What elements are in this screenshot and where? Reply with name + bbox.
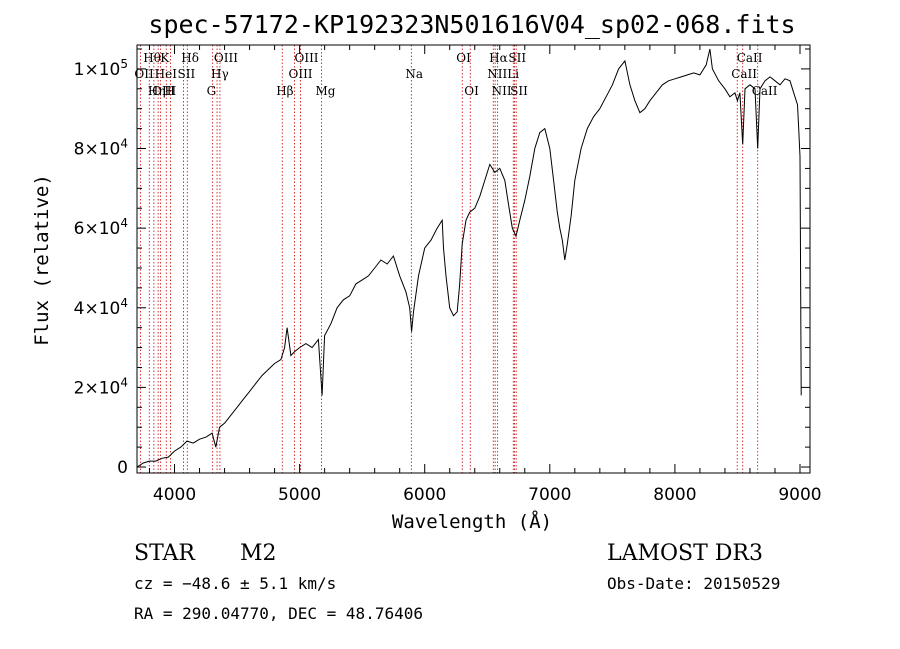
spectral-line-label: Hθ [143,51,161,65]
spectral-line-label: SII [178,67,196,81]
spectral-line-label: OIII [288,67,312,81]
y-tick-label: 1×105 [74,57,128,80]
spectral-line-label: SII [510,84,528,98]
x-tick-label: 9000 [778,485,821,505]
spectral-line-label: H [165,84,175,98]
spectral-line-label: OII [134,67,154,81]
spectral-line-label: Li [507,67,519,81]
spectral-line-label: Hβ [276,84,293,98]
object-class: STAR [134,541,196,566]
plot-frame [136,44,811,474]
x-tick-label: 8000 [653,485,696,505]
spectral-line-label: Hδ [181,51,199,65]
y-tick-label: 8×104 [74,137,128,160]
spectral-line-label: G [207,84,217,98]
spectral-line-label: HeI [155,67,178,81]
x-tick-label: 6000 [403,485,446,505]
redshift-text: cz = −48.6 ± 5.1 km/s [134,574,336,593]
object-subclass: M2 [240,541,277,566]
x-axis: 4000 5000 6000 7000 8000 9000 [149,45,822,505]
x-axis-label: Wavelength (Å) [392,510,552,533]
observation-date: Obs-Date: 20150529 [607,574,780,593]
y-tick-label: 6×104 [74,216,128,239]
spectral-line-label: NII [487,67,507,81]
spectral-line-label: CaII [752,84,778,98]
x-tick-label: 5000 [278,485,321,505]
coordinates-text: RA = 290.04770, DEC = 48.76406 [134,604,423,623]
flux-series-line [136,48,802,468]
spectral-line-label: Hγ [211,67,229,81]
spectral-line-label: OIII [152,84,176,98]
y-tick-label: 0 [117,458,128,478]
spectral-line-label: Mg [316,84,336,98]
spectral-line-label: Hη [148,84,166,98]
chart-title: spec-57172-KP192323N501616V04_sp02-068.f… [148,10,795,39]
spectral-line-label: Hα [489,51,508,65]
spectral-line-label: CaII [737,51,763,65]
spectral-line-label: Na [405,67,423,81]
x-tick-label: 7000 [528,485,571,505]
y-axis: 0 2×104 4×104 6×104 8×104 1×105 [74,48,810,478]
spectral-line-label: K [160,51,170,65]
survey-name: LAMOST DR3 [607,541,763,566]
spectral-line-label: OI [464,84,479,98]
spectral-line-label: CaII [731,67,757,81]
y-tick-label: 4×104 [74,296,128,319]
y-tick-label: 2×104 [74,375,128,398]
spectral-line-label: NII [492,84,512,98]
spectral-line-label: OIII [294,51,318,65]
x-tick-label: 4000 [153,485,196,505]
spectral-line-label: SII [508,51,526,65]
spectral-line-label: OIII [214,51,238,65]
spectral-line-label: OI [456,51,471,65]
spectral-line-markers [139,45,759,473]
y-axis-label: Flux (relative) [31,174,53,346]
